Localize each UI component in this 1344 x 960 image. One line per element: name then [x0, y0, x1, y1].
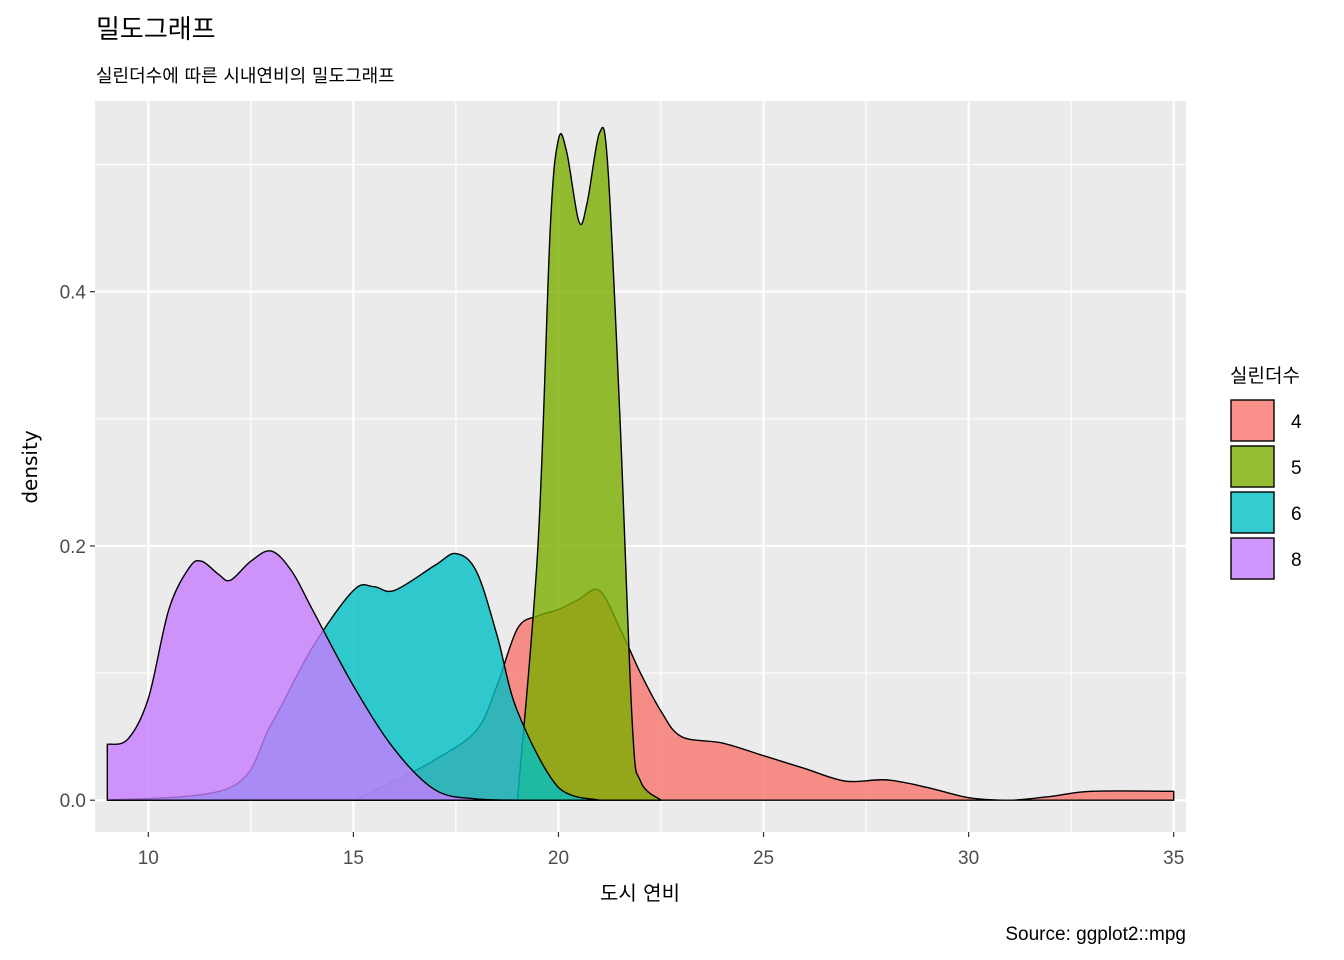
density-areas — [106, 126, 1175, 801]
density-area-5 — [516, 126, 662, 801]
x-tick-label: 10 — [138, 848, 159, 869]
x-tick-label: 20 — [548, 848, 569, 869]
x-tick-label: 25 — [753, 848, 774, 869]
y-axis: 0.0 0.2 0.4 — [60, 283, 95, 812]
y-tick-label: 0.2 — [60, 537, 86, 558]
x-axis: 10 15 20 25 30 35 — [138, 832, 1184, 869]
density-area-8 — [106, 550, 519, 801]
x-tick-label: 30 — [958, 848, 979, 869]
y-tick-label: 0.0 — [60, 791, 86, 812]
legend-label-8: 8 — [1291, 550, 1302, 571]
legend-key-6 — [1230, 491, 1275, 534]
y-tick-label: 0.4 — [60, 283, 87, 304]
legend-key-5 — [1230, 445, 1275, 488]
x-axis-title: 도시 연비 — [600, 881, 680, 905]
legend: 실린더수 4 5 6 8 — [1230, 365, 1302, 580]
legend-title: 실린더수 — [1230, 365, 1300, 387]
y-axis-title: density — [18, 430, 42, 503]
chart-title: 밀도그래프 — [96, 15, 216, 45]
legend-key-8 — [1230, 537, 1275, 580]
chart-subtitle: 실린더수에 따른 시내연비의 밀도그래프 — [96, 66, 395, 87]
legend-key-4 — [1230, 399, 1275, 442]
legend-label-4: 4 — [1291, 412, 1302, 433]
chart-caption: Source: ggplot2::mpg — [1005, 924, 1186, 945]
legend-label-5: 5 — [1291, 458, 1302, 479]
legend-label-6: 6 — [1291, 504, 1302, 525]
x-tick-label: 35 — [1163, 848, 1184, 869]
x-tick-label: 15 — [343, 848, 364, 869]
